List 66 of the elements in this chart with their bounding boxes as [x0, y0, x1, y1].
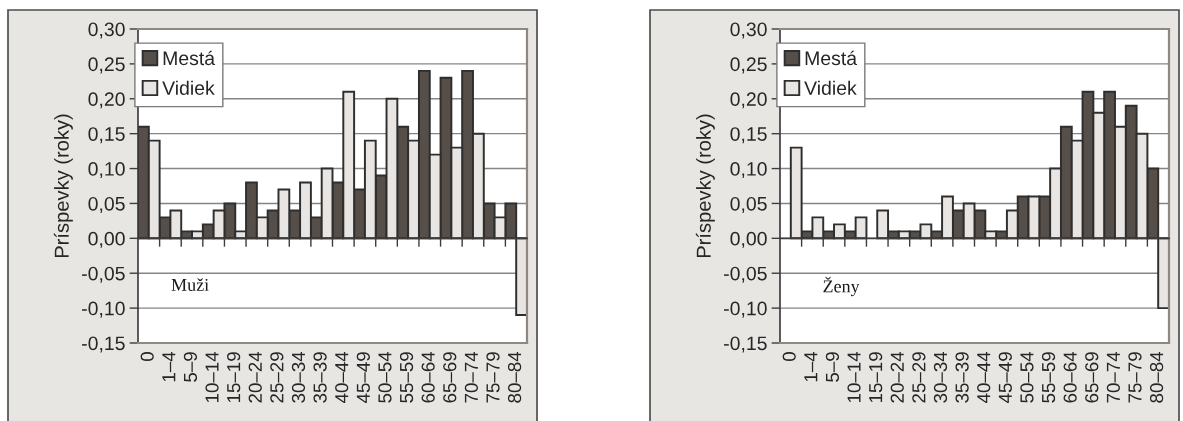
y-tick-label: 0,20: [88, 92, 125, 109]
x-tick-label: 70–74: [464, 351, 479, 403]
x-tick-label: 65–69: [1085, 352, 1099, 403]
x-tick-label: 10–14: [847, 351, 861, 403]
x-tick-label: 75–79: [1128, 352, 1142, 403]
y-tick-label: -0,15: [724, 336, 767, 353]
y-tick-label: 0,30: [730, 22, 767, 39]
x-tick-label: 40–44: [977, 351, 991, 404]
y-axis-title: Príspevky (roky): [53, 114, 73, 258]
x-tick-label: 75–79: [486, 352, 500, 403]
annotation: Ženy: [823, 276, 860, 297]
x-tick-label: 45–49: [356, 352, 370, 404]
x-tick-label: 35–39: [313, 352, 327, 403]
x-tick-label: 60–64: [1063, 351, 1077, 403]
x-tick-label: 15–19: [227, 352, 241, 403]
y-tick-label: -0,15: [82, 336, 125, 353]
x-tick-label: 20–24: [890, 351, 904, 403]
y-tick-label: -0,10: [724, 301, 767, 318]
y-tick-label: 0,10: [88, 162, 125, 179]
x-tick-label: 0: [140, 352, 154, 362]
x-tick-label: 30–34: [291, 351, 306, 403]
x-tick-label: 80–84: [507, 351, 522, 403]
x-tick-label: 55–59: [1041, 352, 1056, 403]
y-tick-label: -0,05: [724, 266, 767, 283]
y-tick-label: -0,05: [82, 266, 125, 283]
legend-label: Vidiek: [162, 80, 215, 95]
y-tick-label: 0,05: [88, 196, 125, 213]
x-tick-label: 5–9: [183, 352, 198, 382]
x-tick-label: 10–14: [205, 351, 219, 403]
x-tick-label: 65–69: [443, 352, 457, 403]
x-tick-label: 60–64: [421, 351, 435, 403]
x-tick-label: 50–54: [378, 351, 392, 403]
legend-label: Vidiek: [804, 80, 857, 95]
y-tick-label: 0,15: [88, 127, 125, 144]
x-tick-label: 50–54: [1020, 351, 1034, 403]
x-tick-label: 15–19: [869, 352, 883, 403]
x-tick-label: 80–84: [1149, 351, 1164, 403]
y-tick-label: -0,10: [82, 301, 125, 318]
y-tick-label: 0,15: [730, 127, 767, 144]
x-tick-label: 25–29: [912, 352, 926, 403]
y-tick-label: 0,25: [730, 57, 767, 74]
legend-label: Mestá: [805, 50, 858, 66]
y-tick-label: 0,20: [730, 92, 767, 109]
y-tick-label: 0,10: [730, 162, 767, 179]
x-tick-label: 1–4: [804, 351, 818, 382]
x-tick-label: 5–9: [825, 352, 840, 382]
y-axis-title: Príspevky (roky): [695, 114, 715, 258]
y-tick-label: 0,00: [730, 231, 767, 248]
x-tick-label: 20–24: [248, 351, 262, 403]
y-tick-label: 0,30: [88, 22, 125, 39]
x-tick-label: 70–74: [1106, 351, 1121, 403]
y-tick-label: 0,00: [88, 231, 125, 248]
x-tick-label: 40–44: [335, 351, 349, 404]
x-tick-label: 55–59: [399, 352, 414, 403]
annotation: Muži: [171, 278, 209, 291]
x-tick-label: 30–34: [933, 351, 948, 403]
x-tick-label: 45–49: [998, 352, 1012, 404]
y-tick-label: 0,05: [730, 196, 767, 213]
x-tick-label: 1–4: [162, 351, 176, 382]
y-tick-label: 0,25: [88, 57, 125, 74]
bar: [1157, 237, 1169, 310]
bar: [515, 237, 527, 317]
legend-label: Mestá: [163, 50, 216, 66]
x-tick-label: 25–29: [270, 352, 284, 403]
x-tick-label: 35–39: [955, 352, 969, 403]
x-tick-label: 0: [782, 352, 796, 362]
